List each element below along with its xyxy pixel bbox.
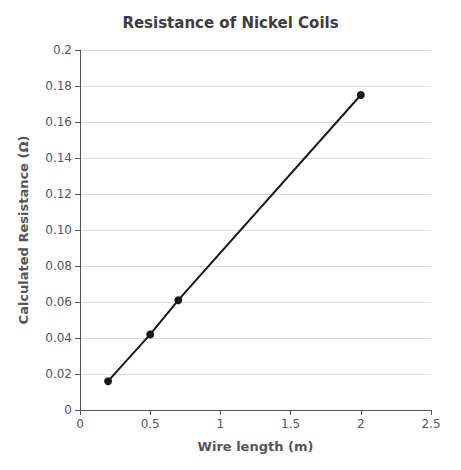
svg-text:0.08: 0.08 (45, 259, 72, 273)
svg-text:1.5: 1.5 (281, 417, 300, 431)
svg-text:2: 2 (357, 417, 365, 431)
svg-text:2.5: 2.5 (421, 417, 440, 431)
svg-text:0.5: 0.5 (141, 417, 160, 431)
svg-text:0.16: 0.16 (45, 115, 72, 129)
svg-text:0.06: 0.06 (45, 295, 72, 309)
svg-text:Resistance of Nickel Coils: Resistance of Nickel Coils (122, 14, 338, 32)
svg-text:Wire length (m): Wire length (m) (198, 439, 314, 454)
svg-text:1: 1 (217, 417, 225, 431)
svg-text:0: 0 (76, 417, 84, 431)
svg-text:0.02: 0.02 (45, 367, 72, 381)
svg-text:0.2: 0.2 (53, 43, 72, 57)
svg-text:Calculated Resistance (Ω): Calculated Resistance (Ω) (16, 136, 31, 325)
svg-text:0.18: 0.18 (45, 79, 72, 93)
svg-text:0.12: 0.12 (45, 187, 72, 201)
svg-text:0.10: 0.10 (45, 223, 72, 237)
svg-text:0.04: 0.04 (45, 331, 72, 345)
svg-text:0.14: 0.14 (45, 151, 72, 165)
svg-text:0: 0 (64, 403, 72, 417)
